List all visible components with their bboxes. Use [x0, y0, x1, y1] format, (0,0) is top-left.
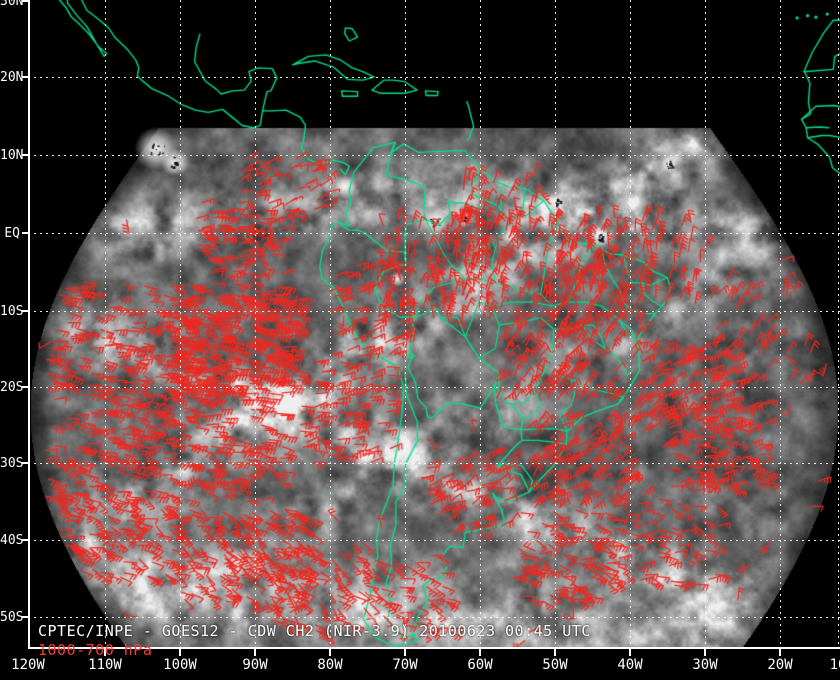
latitude-tick-label: 40S [0, 533, 24, 548]
latitude-tick [22, 462, 29, 464]
longitude-tick-label: 80W [317, 657, 343, 673]
longitude-tick-label: 50W [542, 657, 568, 673]
longitude-tick-label: 20W [767, 657, 793, 673]
latitude-gridline [28, 155, 840, 156]
plot-area [28, 0, 840, 648]
latitude-tick [22, 232, 29, 234]
latitude-tick-label: EQ [4, 226, 20, 241]
longitude-tick [404, 649, 406, 656]
longitude-tick-label: 120W [11, 657, 45, 673]
latitude-gridline [28, 387, 840, 388]
latitude-tick [22, 310, 29, 312]
longitude-gridline [405, 0, 406, 648]
latitude-tick-label: 20N [0, 70, 24, 85]
longitude-tick [704, 649, 706, 656]
plot-border-left [28, 0, 30, 649]
latitude-gridline [28, 311, 840, 312]
longitude-gridline [180, 0, 181, 648]
longitude-tick-label: 10 [829, 657, 840, 673]
longitude-tick-label: 60W [467, 657, 493, 673]
longitude-tick-label: 30W [692, 657, 718, 673]
longitude-gridline [330, 0, 331, 648]
latitude-tick-label: 30N [0, 0, 24, 9]
longitude-tick-label: 100W [163, 657, 197, 673]
latitude-tick [22, 616, 29, 618]
latitude-gridline [28, 77, 840, 78]
longitude-tick [779, 649, 781, 656]
latitude-tick [22, 0, 29, 2]
latitude-tick [22, 539, 29, 541]
longitude-gridline [780, 0, 781, 648]
latitude-tick-label: 30S [0, 456, 24, 471]
latitude-gridline [28, 463, 840, 464]
latitude-tick-label: 10N [0, 148, 24, 163]
longitude-tick [254, 649, 256, 656]
longitude-tick-label: 110W [88, 657, 122, 673]
latitude-tick-label: 50S [0, 610, 24, 625]
satellite-imagery-canvas [28, 0, 840, 648]
longitude-gridline [480, 0, 481, 648]
latitude-gridline [28, 233, 840, 234]
latitude-tick-label: 20S [0, 380, 24, 395]
plot-border-bottom [28, 647, 840, 649]
longitude-tick [179, 649, 181, 656]
latitude-tick [22, 76, 29, 78]
longitude-gridline [105, 0, 106, 648]
longitude-tick [554, 649, 556, 656]
pressure-level-caption: 1000-700 hPa [38, 641, 153, 659]
longitude-tick [329, 649, 331, 656]
longitude-tick [104, 649, 106, 656]
longitude-tick-label: 70W [392, 657, 418, 673]
longitude-gridline [555, 0, 556, 648]
latitude-tick [22, 154, 29, 156]
longitude-gridline [705, 0, 706, 648]
latitude-tick [22, 386, 29, 388]
latitude-gridline [28, 540, 840, 541]
longitude-tick [629, 649, 631, 656]
latitude-tick-label: 10S [0, 304, 24, 319]
longitude-gridline [630, 0, 631, 648]
longitude-gridline [838, 0, 839, 648]
longitude-tick-label: 90W [242, 657, 268, 673]
longitude-tick [479, 649, 481, 656]
product-caption: CPTEC/INPE - GOES12 - CDW CH2 (NIR-3.9) … [38, 622, 591, 640]
latitude-gridline [28, 617, 840, 618]
longitude-tick-label: 40W [617, 657, 643, 673]
longitude-gridline [255, 0, 256, 648]
